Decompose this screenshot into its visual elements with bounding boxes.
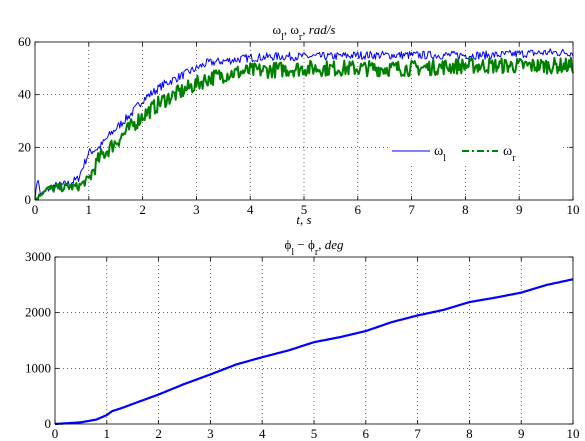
series-line-0 [34, 48, 574, 201]
subscript: r [512, 153, 516, 164]
y-tick-label: 2000 [25, 305, 51, 320]
y-tick-label: 20 [18, 139, 31, 154]
text-part: , deg [318, 237, 344, 252]
y-tick-label: 0 [25, 192, 32, 207]
subscript: r [315, 247, 319, 258]
legend-label-omega-r: ωr [503, 144, 516, 164]
x-tick-label: 7 [414, 426, 421, 441]
x-tick-label: 8 [462, 202, 469, 217]
legend: ωl ωr [388, 137, 563, 165]
x-tick-label: 5 [301, 202, 308, 217]
bottom-plot-angle-difference: 0 1 2 3 4 5 6 7 8 9 10 0 1000 2000 3000 ϕl − ϕr, deg [25, 237, 580, 441]
x-tick-label: 5 [311, 426, 318, 441]
x-tick-label: 8 [466, 426, 473, 441]
x-tick-label: 2 [139, 202, 146, 217]
series-line-0 [54, 278, 574, 426]
x-tick-label: 0 [52, 426, 59, 441]
x-tick-label: 1 [86, 202, 93, 217]
text-part: ω [434, 144, 443, 159]
text-part: , ω [284, 22, 300, 37]
x-tick-label: 10 [567, 426, 580, 441]
x-tick-label: 10 [567, 202, 580, 217]
x-tick-label: 6 [363, 426, 370, 441]
x-tick-label: 3 [193, 202, 200, 217]
y-tick-label: 0 [45, 416, 52, 431]
y-tick-label: 1000 [25, 360, 51, 375]
x-axis-label: t, s [296, 212, 311, 227]
subscript: l [281, 32, 284, 43]
x-tick-label: 0 [32, 202, 39, 217]
text-part: , rad/s [302, 22, 335, 37]
subscript: l [443, 153, 446, 164]
x-tick-label: 1 [104, 426, 111, 441]
text-part: − ϕ [294, 237, 315, 252]
x-tick-label: 4 [247, 202, 254, 217]
x-tick-label: 7 [408, 202, 415, 217]
text-part: ϕ [285, 237, 292, 252]
text-part: ω [273, 22, 282, 37]
chart-title: ϕl − ϕr, deg [285, 237, 344, 258]
x-tick-label: 2 [155, 426, 162, 441]
legend-label-omega-l: ωl [434, 144, 446, 164]
x-tick-label: 3 [207, 426, 214, 441]
plot-area [55, 257, 573, 424]
subscript: r [299, 32, 303, 43]
x-tick-label: 6 [355, 202, 362, 217]
y-tick-label: 40 [18, 87, 31, 102]
text-part: ω [503, 144, 512, 159]
series-line-1 [35, 56, 574, 201]
y-tick-label: 3000 [25, 249, 51, 264]
subscript: l [291, 247, 294, 258]
x-tick-label: 9 [518, 426, 525, 441]
x-tick-label: 4 [259, 426, 266, 441]
x-tick-label: 9 [516, 202, 523, 217]
chart-title: ωl, ωr, rad/s [273, 22, 336, 43]
y-tick-label: 60 [18, 34, 31, 49]
